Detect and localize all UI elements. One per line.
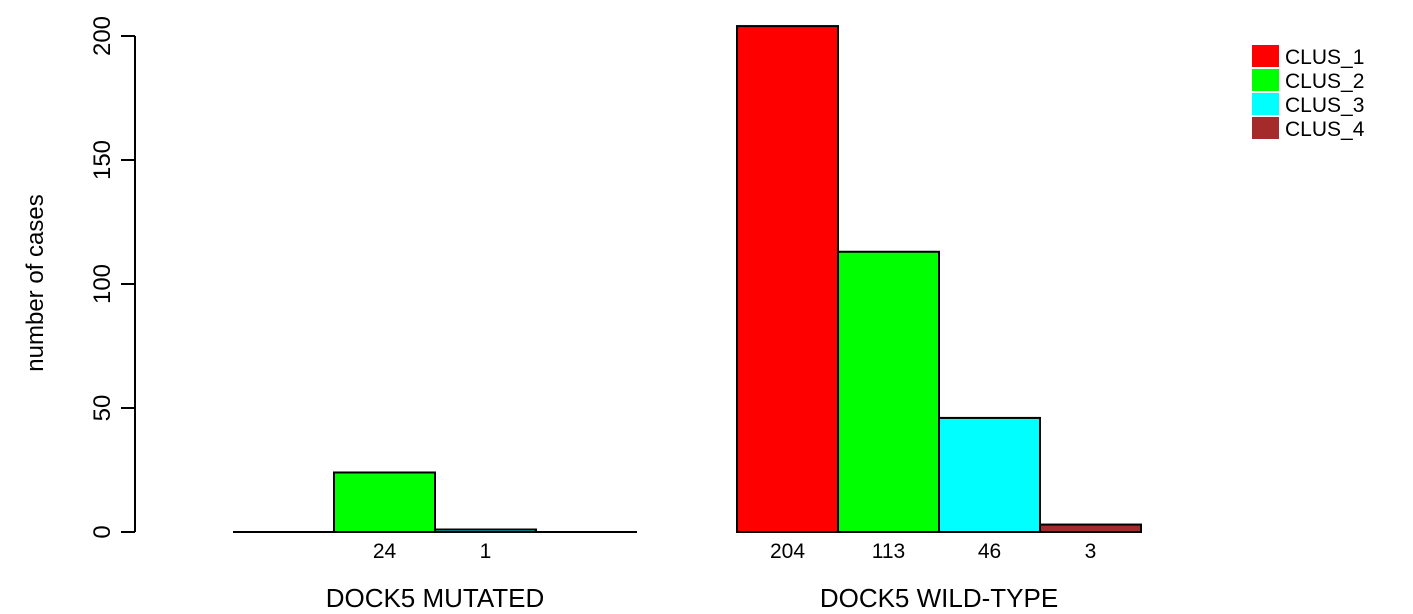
legend-swatch [1252, 45, 1279, 67]
bars [736, 25, 1142, 534]
bar-clus-4 [1039, 523, 1142, 533]
bars [333, 471, 537, 534]
legend-label: CLUS_2 [1285, 70, 1364, 93]
legend-swatch [1252, 117, 1279, 139]
y-ticks: 0 50 100 150 200 [89, 16, 135, 539]
legend-label: CLUS_3 [1285, 94, 1364, 117]
y-tick-label: 200 [89, 16, 116, 56]
bar-value-label: 113 [872, 540, 905, 563]
bar-clus-2 [837, 250, 940, 533]
bar-value-label: 46 [978, 540, 1001, 563]
value-labels: 204 113 46 3 [770, 540, 1096, 563]
legend-label: CLUS_1 [1285, 46, 1364, 69]
group-wild-type: 204 113 46 3 DOCK5 WILD-TYPE [736, 25, 1142, 613]
legend-swatch [1252, 93, 1279, 115]
y-tick-label: 0 [89, 525, 116, 538]
bar-value-label: 204 [770, 540, 805, 563]
y-tick-label: 100 [89, 264, 116, 304]
y-axis: 0 50 100 150 200 number of cases [22, 16, 136, 539]
y-tick-label: 50 [89, 395, 116, 422]
legend-swatch [1252, 69, 1279, 91]
bar-value-label: 3 [1085, 540, 1097, 563]
value-labels: 24 1 [373, 540, 492, 563]
y-axis-label: number of cases [22, 194, 49, 371]
bar-value-label: 24 [373, 540, 397, 563]
y-tick-label: 150 [89, 140, 116, 180]
bar-clus-3 [434, 528, 537, 534]
bar-clus-2 [333, 471, 436, 534]
bar-clus-1 [736, 25, 839, 534]
legend-label: CLUS_4 [1285, 118, 1365, 141]
bar-clus-3 [938, 416, 1041, 534]
bar-value-label: 1 [480, 540, 492, 563]
group-mutated: 24 1 DOCK5 MUTATED [233, 471, 637, 613]
group-label: DOCK5 WILD-TYPE [820, 583, 1058, 613]
group-label: DOCK5 MUTATED [326, 583, 545, 613]
